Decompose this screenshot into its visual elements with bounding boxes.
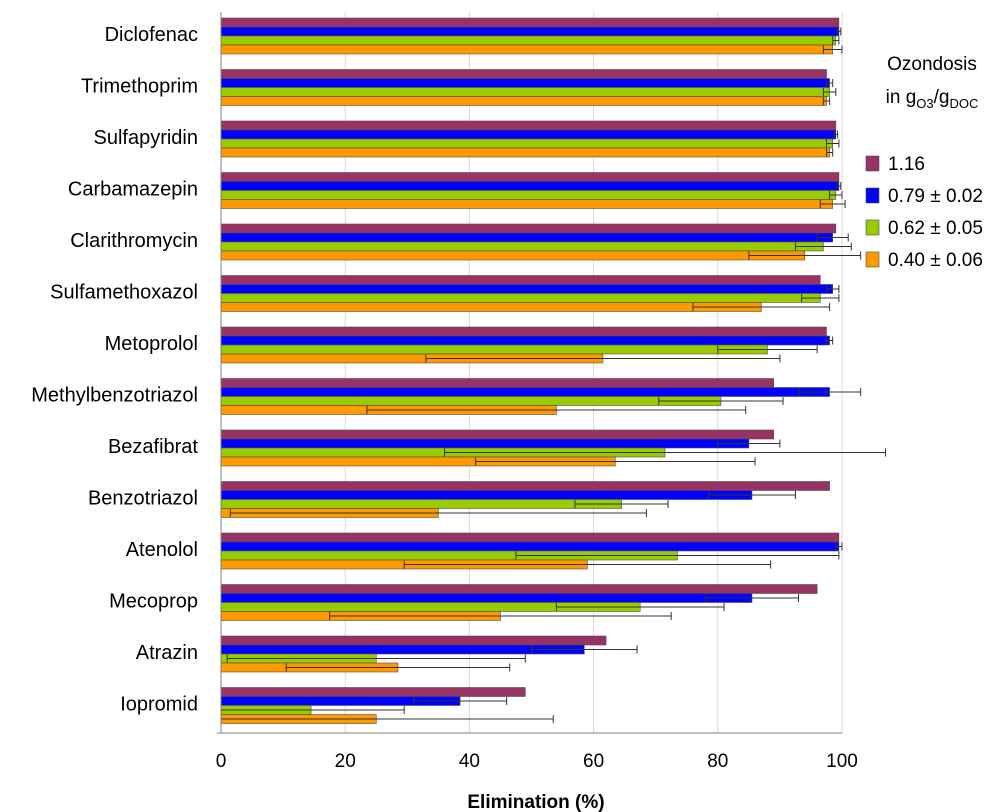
bar — [220, 78, 830, 88]
bar — [220, 26, 840, 37]
category-label: Methylbenzotriazol — [31, 385, 198, 407]
category-label: Bezafibrat — [108, 436, 198, 458]
bar — [220, 387, 830, 397]
bar — [220, 481, 830, 491]
category-label: Iopromid — [120, 694, 198, 716]
bar — [220, 181, 840, 191]
legend-swatch — [865, 155, 880, 172]
legend-title-line1: Ozondosis — [887, 54, 977, 75]
category-label: Trimethoprim — [81, 76, 198, 98]
bar — [220, 138, 833, 149]
x-tick-label: 100 — [826, 751, 858, 772]
x-axis: 0 20 40 60 80 100 — [216, 12, 858, 772]
legend-label: 0.62 ± 0.05 — [888, 218, 983, 239]
bar — [220, 250, 806, 261]
legend-swatch — [865, 187, 880, 204]
bar — [220, 326, 827, 337]
x-tick-label: 80 — [707, 751, 728, 772]
x-tick-label: 60 — [583, 751, 604, 772]
bar — [220, 584, 818, 594]
error-bars — [220, 27, 886, 723]
bar — [220, 293, 821, 303]
category-label: Sulfapyridin — [93, 127, 198, 149]
category-label: Metoprolol — [105, 333, 198, 355]
bar — [220, 87, 830, 97]
bar — [220, 687, 526, 697]
bar — [220, 17, 840, 28]
category-label: Mecoprop — [109, 591, 198, 613]
category-label: Diclofenac — [105, 24, 198, 46]
bar — [220, 96, 827, 106]
legend-swatch — [865, 251, 880, 268]
category-label: Sulfamethoxazol — [50, 282, 198, 304]
bar — [220, 232, 833, 243]
x-tick-label: 20 — [335, 751, 356, 772]
bar — [220, 223, 837, 234]
category-label: Benzotriazol — [88, 488, 198, 510]
bar — [220, 120, 837, 131]
legend-label: 0.79 ± 0.02 — [888, 186, 983, 207]
bar — [220, 241, 824, 252]
category-label: Clarithromycin — [70, 230, 198, 252]
category-labels: Diclofenac Trimethoprim Sulfapyridin Carbam… — [31, 24, 198, 716]
bar — [220, 429, 774, 440]
legend-title-line2: in gO3/gDOC — [886, 87, 979, 111]
x-tick-label: 0 — [216, 751, 227, 772]
bar — [220, 644, 585, 655]
bar — [220, 635, 607, 646]
bar — [220, 593, 753, 603]
bar — [220, 129, 837, 140]
grid-lines — [220, 12, 843, 733]
bar — [220, 532, 840, 543]
bar — [220, 284, 833, 294]
bar — [220, 541, 840, 552]
bars — [220, 17, 840, 724]
bar — [220, 35, 837, 46]
bar — [220, 190, 837, 200]
bar — [220, 69, 827, 79]
category-label: Atenolol — [126, 539, 198, 561]
legend: Ozondosis in gO3/gDOC 1.16 0.79 ± 0.02 0.6… — [865, 54, 983, 271]
legend-swatch — [865, 219, 880, 236]
bar — [220, 172, 840, 182]
legend-label: 1.16 — [888, 154, 925, 175]
bar — [220, 302, 762, 312]
bar — [220, 396, 722, 406]
x-axis-title: Elimination (%) — [467, 792, 604, 812]
bar — [220, 275, 821, 285]
bar — [220, 335, 830, 346]
bar — [220, 378, 774, 388]
bar — [220, 199, 833, 209]
legend-label: 0.40 ± 0.06 — [888, 250, 983, 271]
x-tick-label: 40 — [459, 751, 480, 772]
bar — [220, 499, 622, 509]
bar — [220, 490, 753, 500]
bar — [220, 438, 750, 449]
bar — [220, 147, 830, 158]
bar — [220, 44, 833, 55]
bar — [220, 344, 768, 355]
category-label: Carbamazepin — [68, 179, 198, 201]
category-label: Atrazin — [136, 642, 198, 664]
